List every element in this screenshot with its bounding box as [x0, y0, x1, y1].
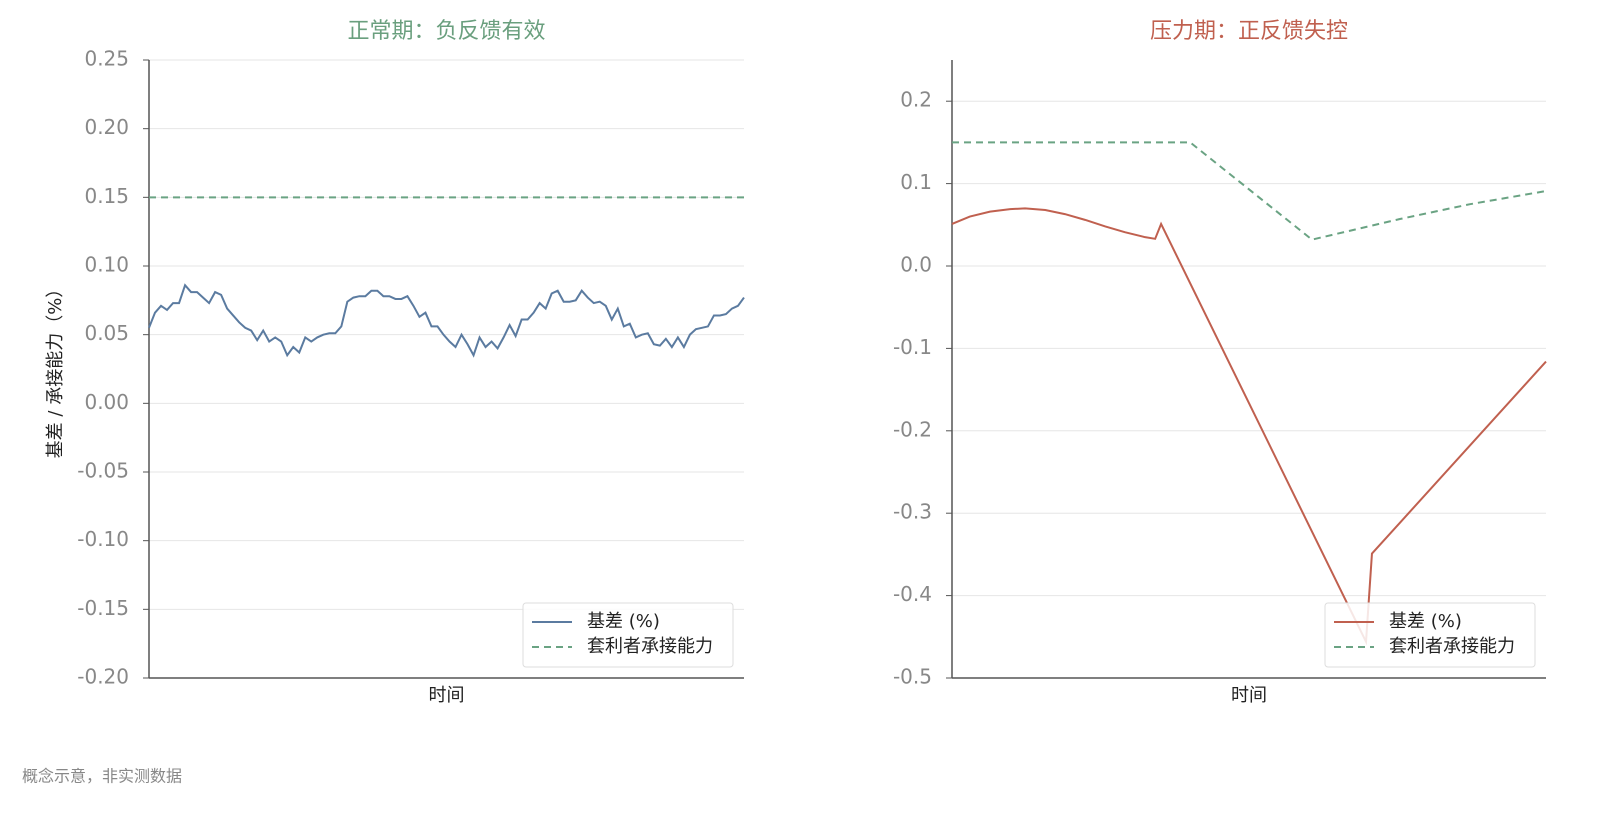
x-axis-label: 时间 [429, 685, 465, 706]
y-tick-label: 0.20 [84, 115, 129, 139]
legend-label: 基差 (%) [1389, 611, 1462, 632]
y-axis-label: 基差 / 承接能力（%） [45, 280, 66, 459]
y-tick-label: 0.10 [84, 253, 129, 277]
footnote: 概念示意，非实测数据 [22, 767, 182, 786]
y-tick-label: -0.20 [77, 665, 129, 689]
y-tick-label: 0.25 [84, 47, 129, 71]
legend-box [522, 602, 734, 668]
y-tick-label: -0.5 [893, 665, 932, 689]
legend-label: 基差 (%) [587, 611, 660, 632]
data-line [951, 207, 1547, 646]
y-tick-label: 0.00 [84, 390, 129, 414]
chart-title: 压力期：正反馈失控 [1150, 19, 1348, 44]
y-tick-label: -0.2 [893, 417, 932, 441]
legend-label: 套利者承接能力 [587, 636, 713, 657]
y-tick-label: -0.05 [77, 459, 129, 483]
y-tick-label: -0.4 [893, 582, 932, 606]
data-line [952, 141, 1547, 241]
x-axis-label: 时间 [1231, 685, 1267, 706]
data-line [148, 283, 745, 358]
y-tick-label: 0.0 [900, 253, 932, 277]
legend-box [1324, 602, 1536, 668]
y-tick-label: 0.1 [900, 170, 932, 194]
y-tick-label: -0.1 [893, 335, 932, 359]
y-tick-label: -0.3 [893, 500, 932, 524]
y-tick-label: 0.2 [900, 88, 932, 112]
legend-label: 套利者承接能力 [1389, 636, 1515, 657]
y-tick-label: 0.15 [84, 184, 129, 208]
chart-title: 正常期：负反馈有效 [347, 19, 545, 44]
y-tick-label: -0.10 [77, 527, 129, 551]
y-tick-label: 0.05 [84, 321, 129, 345]
y-tick-label: -0.15 [77, 596, 129, 620]
